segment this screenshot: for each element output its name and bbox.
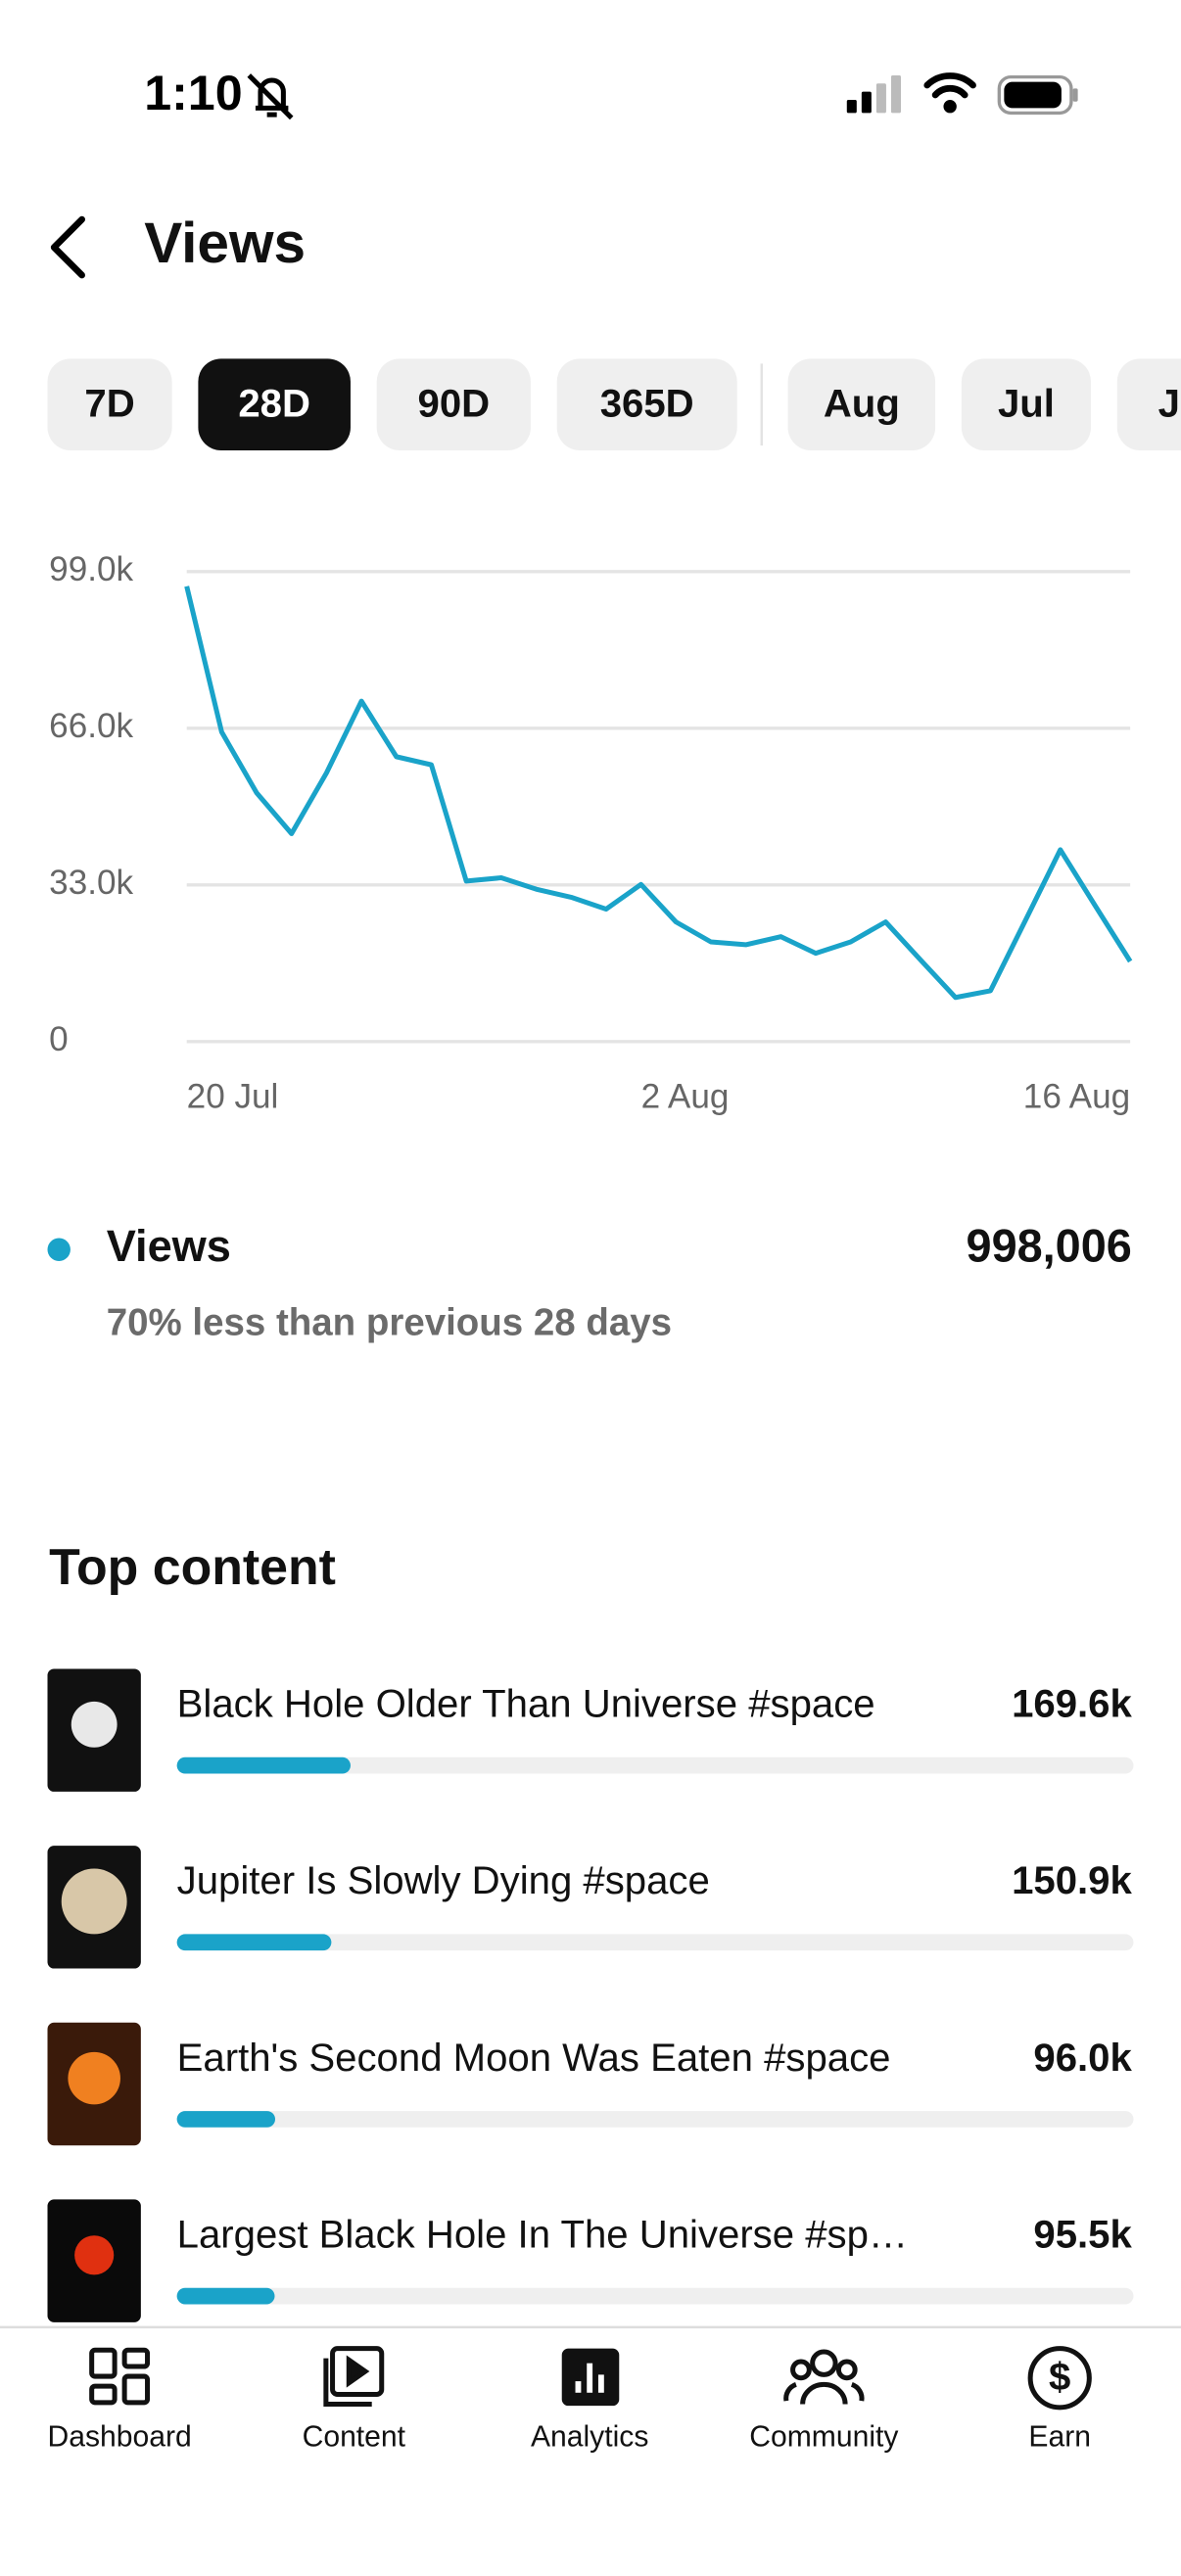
tab-label: Jul [998,381,1055,425]
y-tick-label: 66.0k [49,707,133,745]
section-title: Top content [49,1538,336,1595]
tab-label: 90D [418,381,491,425]
content-title[interactable]: Largest Black Hole In The Universe #sp… [177,2212,908,2256]
progress-bar [176,1756,351,1774]
tab-label: Aug [824,381,900,425]
summary-comparison: 70% less than previous 28 days [107,1301,672,1343]
nav-label[interactable]: Content [303,2421,406,2454]
legend-dot [47,1238,71,1261]
tab[interactable] [556,358,737,450]
analytics-bars [575,2363,604,2393]
thumbnail-art [68,2051,120,2105]
content-views: 169.6k [1012,1682,1132,1726]
progress-bar [176,1934,332,1951]
battery-icon [997,74,1078,116]
wifi-icon [923,72,976,114]
thumbnail-art [71,1701,118,1748]
tab-label: 365D [600,381,694,425]
nav-label[interactable]: Dashboard [47,2421,191,2454]
progress-track [176,2287,1134,2305]
content-title[interactable]: Earth's Second Moon Was Eaten #space [177,2036,891,2080]
progress-track [176,1756,1134,1774]
back-button[interactable] [50,215,85,279]
earn-icon: $ [1049,2355,1070,2399]
mute-icon [247,73,294,120]
x-tick-label: 2 Aug [641,1078,730,1116]
progress-track [176,1934,1134,1951]
tab[interactable] [47,358,172,450]
tab[interactable] [1116,358,1181,450]
tab[interactable] [198,358,351,450]
y-tick-label: 99.0k [49,550,133,588]
tab-label: 28D [238,381,310,425]
content-title[interactable]: Jupiter Is Slowly Dying #space [177,1858,710,1902]
thumbnail-art [74,2235,115,2275]
tab[interactable] [787,358,936,450]
nav-label[interactable]: Earn [1028,2421,1091,2454]
x-tick-label: 16 Aug [1023,1078,1130,1116]
nav-label[interactable]: Community [749,2421,898,2454]
progress-track [176,2111,1134,2128]
content-views: 96.0k [1033,2036,1132,2080]
page-title: Views [144,211,306,275]
y-tick-label: 0 [49,1020,69,1058]
summary-total: 998,006 [967,1221,1132,1272]
x-tick-label: 20 Jul [187,1078,279,1116]
y-tick-label: 33.0k [49,864,133,902]
progress-bar [176,2111,276,2128]
tab-label: 7D [84,381,134,425]
tab-label: Ju [1158,381,1181,425]
tab[interactable] [961,358,1092,450]
nav-icons [89,2346,1092,2411]
line-series [184,585,1133,1001]
thumbnail-art [61,1868,127,1935]
tab[interactable] [376,358,531,450]
content-views: 95.5k [1033,2212,1132,2256]
summary-label: Views [107,1221,231,1271]
signal-icon [846,74,901,114]
progress-bar [176,2287,275,2305]
content-views: 150.9k [1012,1858,1132,1902]
content-title[interactable]: Black Hole Older Than Universe #space [177,1682,875,1726]
status-time: 1:10 [144,66,242,120]
nav-label[interactable]: Analytics [531,2421,648,2454]
